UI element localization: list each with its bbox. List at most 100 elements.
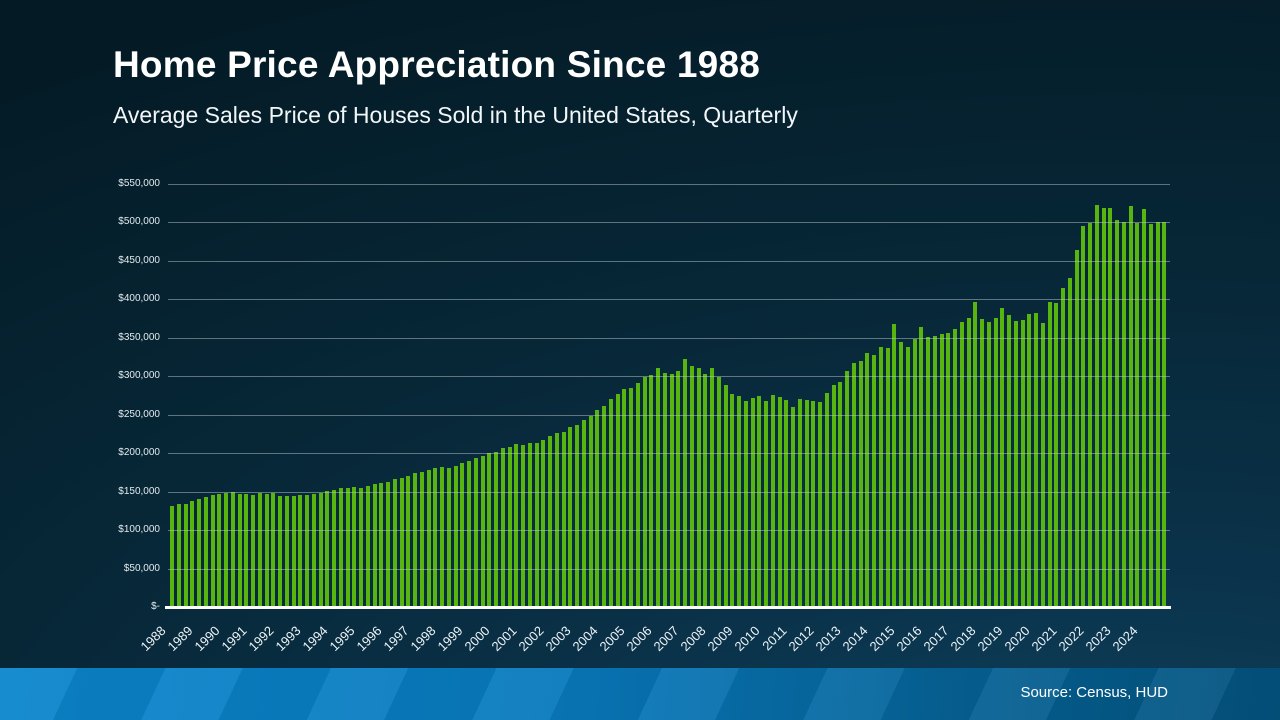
- bar-2016-Q2: [932, 335, 937, 607]
- bar-2015-Q3: [912, 339, 917, 607]
- bar-2006-Q1: [656, 367, 661, 607]
- bar-1988-Q3: [183, 503, 188, 607]
- bar-2012-Q2: [824, 392, 829, 607]
- gridline: [168, 260, 1170, 262]
- bar-2000-Q1: [494, 452, 499, 607]
- gridline: [168, 222, 1170, 224]
- bar-2017-Q1: [953, 329, 958, 607]
- bar-2009-Q2: [743, 401, 748, 607]
- bar-1991-Q3: [264, 493, 269, 607]
- bar-2000-Q2: [500, 448, 505, 607]
- bar-1993-Q3: [318, 492, 323, 607]
- bar-2003-Q2: [581, 419, 586, 607]
- bar-1999-Q2: [473, 457, 478, 607]
- bar-2012-Q1: [818, 402, 823, 607]
- bar-1996-Q4: [406, 476, 411, 607]
- bar-1991-Q1: [251, 494, 256, 607]
- bar-1997-Q4: [433, 468, 438, 607]
- bar-1996-Q3: [399, 478, 404, 607]
- footer-band: Source: Census, HUD: [0, 668, 1280, 720]
- bar-2015-Q1: [899, 341, 904, 607]
- bar-1990-Q2: [230, 492, 235, 607]
- bar-2015-Q2: [905, 347, 910, 607]
- bar-2009-Q1: [737, 396, 742, 607]
- bar-2008-Q1: [710, 368, 715, 607]
- bar-1994-Q3: [345, 487, 350, 607]
- bar-2016-Q1: [926, 336, 931, 607]
- bar-2019-Q2: [1013, 320, 1018, 607]
- x-axis: 1988 1989 1990 1991 1992 1993 1994 1995 1996 1997…: [137, 607, 1228, 677]
- bar-2009-Q3: [750, 398, 755, 607]
- gridline: [168, 530, 1170, 532]
- bar-2007-Q1: [683, 359, 688, 607]
- y-axis: $550,000 $500,000 $450,000 $400,000 $350,000…: [0, 0, 160, 720]
- bar-2023-Q4: [1135, 223, 1140, 607]
- bar-2011-Q2: [797, 398, 802, 607]
- bar-1991-Q4: [271, 492, 276, 607]
- bar-2020-Q1: [1034, 312, 1039, 607]
- bar-1993-Q2: [311, 494, 316, 607]
- bar-2013-Q3: [858, 360, 863, 607]
- bar-2000-Q4: [514, 443, 519, 607]
- gridline: [168, 299, 1170, 301]
- bar-2000-Q3: [507, 446, 512, 607]
- y-axis-tick-label: $400,000: [118, 293, 160, 305]
- bar-2003-Q4: [595, 410, 600, 607]
- bar-2008-Q4: [730, 394, 735, 607]
- bar-2005-Q2: [635, 382, 640, 607]
- bar-2012-Q3: [831, 384, 836, 607]
- bar-chart: [165, 184, 1171, 609]
- bar-1996-Q1: [386, 481, 391, 607]
- page-subtitle: Average Sales Price of Houses Sold in th…: [113, 102, 798, 128]
- bar-2018-Q1: [980, 319, 985, 607]
- source-text: Source: Census, HUD: [1020, 684, 1168, 701]
- bar-2014-Q3: [885, 348, 890, 607]
- bar-2001-Q1: [521, 445, 526, 607]
- y-axis-tick-label: $250,000: [118, 408, 160, 420]
- bar-2010-Q1: [764, 400, 769, 607]
- bar-2004-Q2: [608, 398, 613, 607]
- bar-1989-Q4: [217, 493, 222, 607]
- y-axis-tick-label: $500,000: [118, 216, 160, 228]
- y-axis-tick-label: $300,000: [118, 370, 160, 382]
- bar-2001-Q2: [527, 442, 532, 607]
- bar-2004-Q3: [615, 394, 620, 607]
- bar-1991-Q2: [257, 493, 262, 607]
- bar-1999-Q3: [480, 455, 485, 607]
- bar-1999-Q1: [467, 461, 472, 607]
- bar-1998-Q2: [446, 467, 451, 607]
- bar-1995-Q1: [359, 487, 364, 607]
- bar-2015-Q4: [919, 326, 924, 607]
- bar-2014-Q1: [872, 354, 877, 607]
- bar-1995-Q3: [372, 484, 377, 607]
- bar-2008-Q2: [716, 377, 721, 607]
- bar-1992-Q4: [298, 494, 303, 607]
- bar-1998-Q4: [460, 463, 465, 607]
- bar-2022-Q4: [1108, 208, 1113, 607]
- bar-2019-Q1: [1007, 314, 1012, 607]
- bar-2013-Q1: [845, 371, 850, 607]
- gridline: [168, 184, 1170, 185]
- bar-2007-Q2: [689, 366, 694, 607]
- bar-2012-Q4: [838, 381, 843, 607]
- bar-2009-Q4: [757, 396, 762, 607]
- bar-1997-Q2: [419, 471, 424, 607]
- bar-2004-Q1: [602, 405, 607, 607]
- bar-2016-Q4: [946, 332, 951, 607]
- y-axis-tick-label: $100,000: [118, 524, 160, 536]
- bar-2008-Q3: [723, 385, 728, 607]
- bar-2005-Q1: [629, 388, 634, 607]
- bar-2005-Q4: [649, 374, 654, 607]
- bar-2022-Q1: [1088, 223, 1093, 607]
- bar-2018-Q4: [1000, 308, 1005, 607]
- bar-1994-Q2: [338, 488, 343, 607]
- bar-1990-Q1: [224, 492, 229, 607]
- bar-1993-Q1: [305, 495, 310, 607]
- bar-1988-Q2: [176, 504, 181, 607]
- gridline: [168, 376, 1170, 378]
- bar-2003-Q1: [575, 425, 580, 607]
- gridline: [168, 337, 1170, 339]
- y-axis-tick-label: $-: [151, 601, 160, 612]
- bar-1995-Q2: [365, 485, 370, 607]
- bar-2021-Q4: [1081, 226, 1086, 607]
